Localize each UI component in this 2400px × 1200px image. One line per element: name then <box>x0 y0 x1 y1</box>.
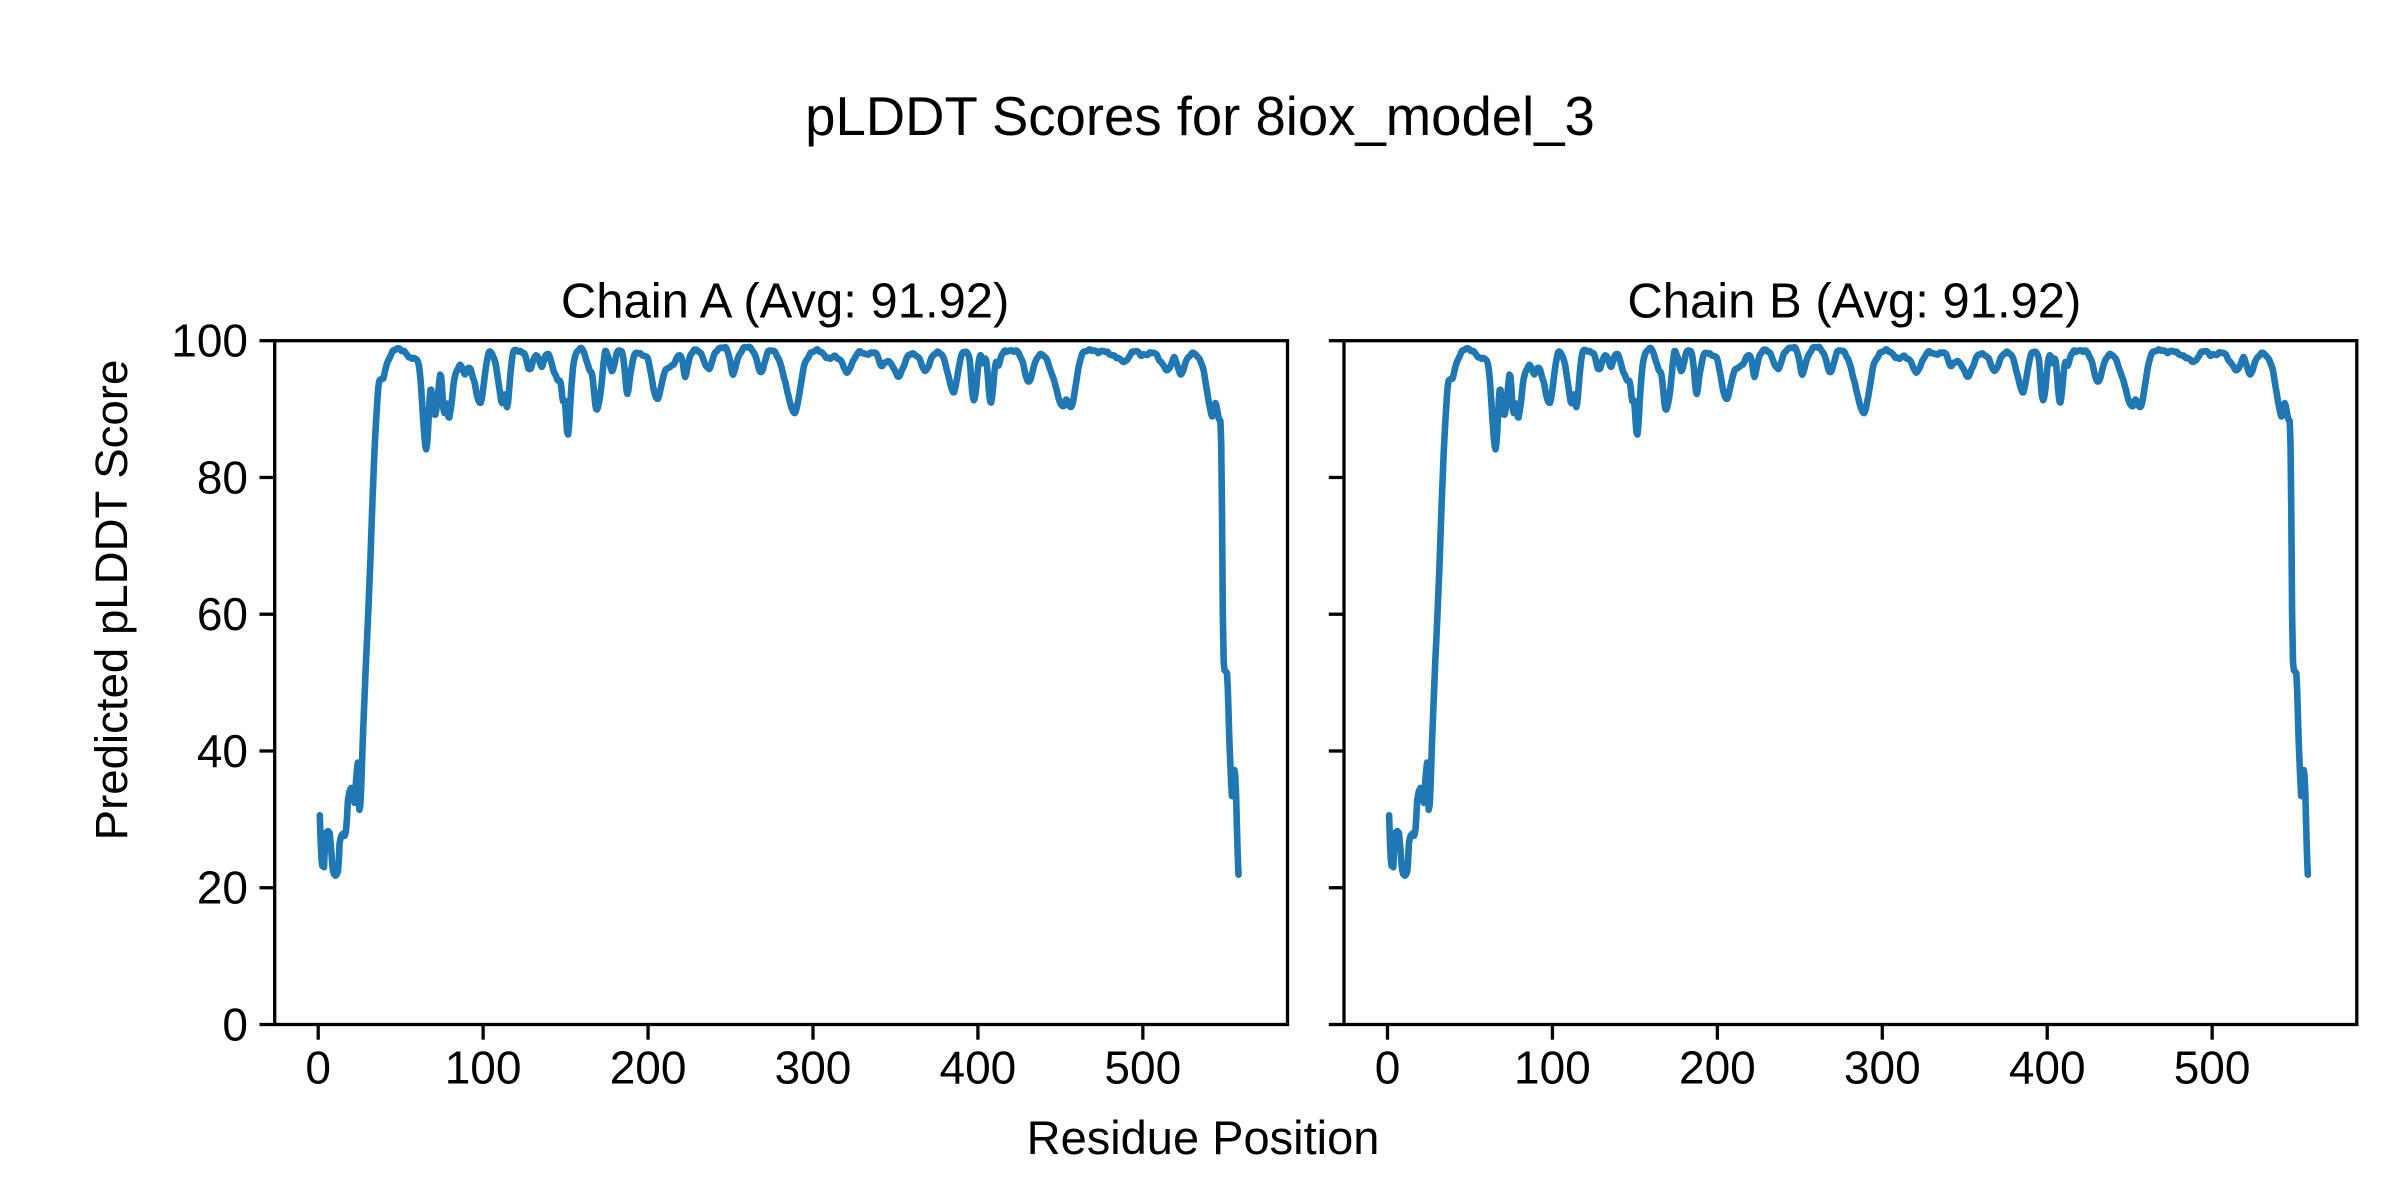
svg-text:100: 100 <box>171 315 248 367</box>
svg-text:Residue Position: Residue Position <box>1027 1111 1380 1164</box>
svg-text:0: 0 <box>1375 1042 1401 1094</box>
svg-text:80: 80 <box>197 451 248 503</box>
svg-text:Predicted pLDDT Score: Predicted pLDDT Score <box>86 360 137 841</box>
svg-text:60: 60 <box>197 588 248 640</box>
svg-text:pLDDT Scores for 8iox_model_3: pLDDT Scores for 8iox_model_3 <box>805 86 1595 147</box>
svg-text:400: 400 <box>2009 1042 2086 1094</box>
svg-text:40: 40 <box>197 725 248 777</box>
svg-text:200: 200 <box>610 1042 687 1094</box>
svg-text:Chain B (Avg: 91.92): Chain B (Avg: 91.92) <box>1627 275 2081 329</box>
svg-text:0: 0 <box>222 998 248 1050</box>
svg-text:100: 100 <box>445 1042 522 1094</box>
svg-text:300: 300 <box>1844 1042 1921 1094</box>
svg-text:500: 500 <box>2174 1042 2251 1094</box>
svg-text:300: 300 <box>775 1042 852 1094</box>
svg-text:200: 200 <box>1679 1042 1756 1094</box>
svg-text:500: 500 <box>1104 1042 1181 1094</box>
svg-text:0: 0 <box>305 1042 331 1094</box>
svg-text:Chain A (Avg: 91.92): Chain A (Avg: 91.92) <box>561 275 1010 329</box>
svg-text:20: 20 <box>197 862 248 914</box>
svg-text:100: 100 <box>1514 1042 1591 1094</box>
svg-text:400: 400 <box>940 1042 1017 1094</box>
